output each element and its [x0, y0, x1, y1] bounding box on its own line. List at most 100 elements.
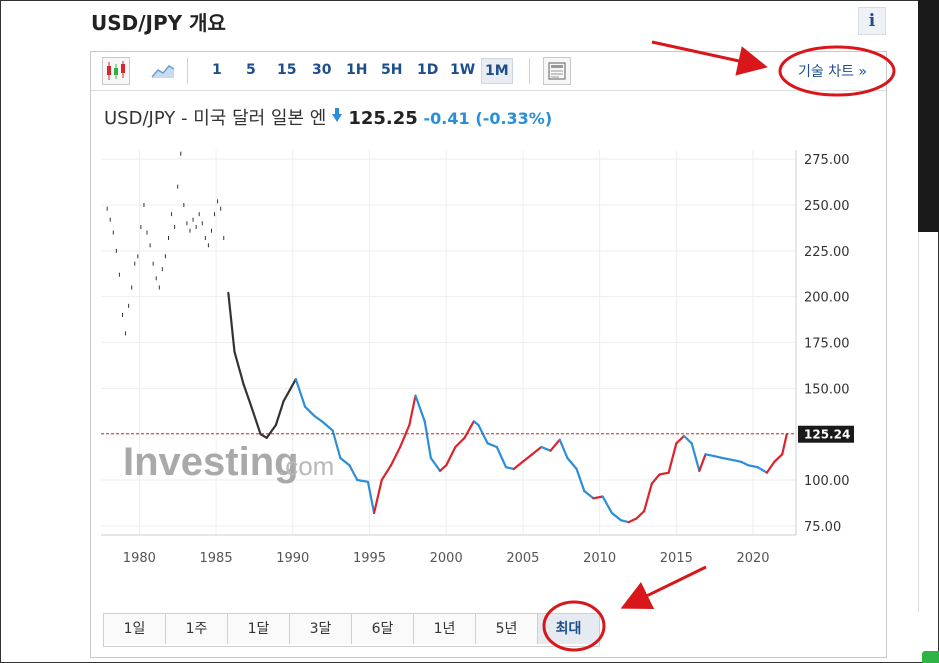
range-1d-button[interactable]: 1일 [104, 614, 166, 644]
timeframe-1h[interactable]: 1H [346, 62, 368, 78]
range-6m-button[interactable]: 6달 [352, 614, 414, 644]
price-series [227, 291, 788, 524]
annotation-circle-top [778, 45, 896, 97]
series-segment [233, 350, 245, 386]
series-segment [372, 478, 383, 515]
annotation-arrow-bottom [620, 565, 707, 609]
price-change: -0.41 [423, 109, 470, 128]
series-segment [592, 495, 604, 500]
series-segment [445, 445, 457, 467]
x-tick-label: 2005 [506, 551, 539, 566]
series-segment [682, 434, 693, 445]
series-segment [747, 464, 759, 469]
series-segment [575, 467, 586, 493]
timeframe-1[interactable]: 1 [212, 62, 222, 78]
last-price-marker [798, 425, 854, 443]
x-tick-label: 2020 [736, 551, 769, 566]
series-segment [389, 445, 402, 467]
timeframe-15[interactable]: 15 [277, 62, 297, 78]
series-segment [549, 438, 561, 452]
chart-panel [90, 51, 887, 658]
series-segment [756, 466, 768, 474]
x-tick-label: 1985 [200, 551, 233, 566]
y-axis: 275.00 250.00 225.00 200.00 175.00 150.00 125.… [795, 150, 850, 535]
series-segment [610, 511, 623, 522]
series-segment [313, 414, 324, 423]
series-segment [438, 464, 448, 472]
series-segment [690, 442, 701, 472]
watermark-suffix: .com [278, 451, 334, 481]
range-1m-button[interactable]: 1달 [228, 614, 290, 644]
series-segment [259, 433, 268, 439]
range-1y-button[interactable]: 1년 [414, 614, 476, 644]
series-segment [601, 495, 613, 515]
y-tick-label: 250.00 [804, 199, 850, 214]
series-segment [558, 438, 569, 460]
series-segment [303, 405, 316, 417]
quote-header: USD/JPY - 미국 달러 일본 엔 125.25 -0.41 (-0.33%… [104, 104, 552, 130]
series-segment [635, 510, 646, 520]
range-3m-button[interactable]: 3달 [290, 614, 352, 644]
timeframe-30[interactable]: 30 [312, 62, 332, 78]
y-tick-label: 225.00 [804, 245, 850, 260]
series-segment [408, 394, 417, 427]
series-segment [583, 489, 595, 500]
timeframe-1d[interactable]: 1D [417, 62, 439, 78]
series-segment [765, 460, 776, 474]
chart-grid [101, 150, 796, 535]
y-tick-label: 100.00 [804, 474, 850, 489]
series-segment [429, 456, 442, 472]
series-segment [698, 453, 707, 472]
side-strip [918, 0, 939, 232]
series-segment [704, 453, 716, 458]
status-indicator [922, 651, 939, 663]
price-chart[interactable]: Investing .com 275.00 250.00 225.00 200.00 1… [91, 140, 886, 580]
y-tick-label: 200.00 [804, 291, 850, 306]
timeframe-1w[interactable]: 1W [450, 62, 476, 78]
series-segment [650, 473, 661, 485]
area-chart-icon[interactable] [149, 57, 177, 85]
early-data-points [106, 151, 225, 336]
series-segment [250, 405, 262, 436]
toolbar-separator [529, 58, 530, 84]
series-segment [320, 420, 334, 432]
timeframe-5[interactable]: 5 [246, 62, 256, 78]
x-tick-label: 2015 [660, 551, 693, 566]
range-max-button[interactable]: 최대 [538, 614, 599, 644]
series-segment [454, 436, 466, 449]
series-segment [495, 445, 508, 469]
series-segment [414, 394, 426, 423]
annotation-arrow-top [651, 40, 768, 76]
range-selector: 1일 1주 1달 3달 6달 1년 5년 최대 [103, 613, 600, 647]
range-1w-button[interactable]: 1주 [166, 614, 228, 644]
info-button[interactable]: i [858, 7, 886, 35]
series-segment [713, 455, 724, 460]
x-tick-label: 2000 [430, 551, 463, 566]
candlestick-icon[interactable] [102, 57, 130, 85]
timeframe-5h[interactable]: 5H [381, 62, 403, 78]
series-segment [521, 453, 534, 463]
series-segment [658, 471, 670, 476]
series-segment [667, 442, 678, 474]
series-segment [512, 460, 525, 471]
technical-chart-link[interactable]: 기술 차트 » [798, 64, 867, 80]
series-segment [274, 400, 285, 427]
series-segment [463, 420, 475, 439]
series-segment [531, 445, 543, 456]
y-tick-label: 75.00 [804, 520, 841, 535]
news-icon[interactable] [543, 57, 571, 85]
series-segment [339, 456, 351, 467]
last-price-label: 125.24 [804, 428, 850, 442]
instrument-name: USD/JPY - 미국 달러 일본 엔 [104, 108, 327, 129]
timeframe-1m[interactable]: 1M [481, 58, 513, 84]
arrow-down-icon [332, 108, 343, 122]
series-segment [227, 291, 236, 353]
x-tick-label: 1995 [353, 551, 386, 566]
range-5y-button[interactable]: 5년 [476, 614, 538, 644]
y-tick-label: 150.00 [804, 382, 850, 397]
series-segment [540, 445, 552, 452]
annotation-circle-bottom [542, 600, 606, 652]
series-segment [282, 378, 297, 403]
last-price: 125.25 [348, 108, 418, 129]
